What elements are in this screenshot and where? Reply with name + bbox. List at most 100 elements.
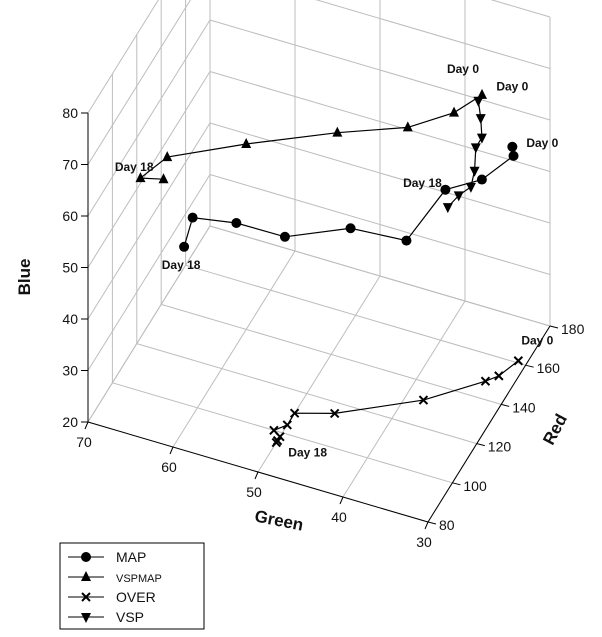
grid-line bbox=[209, 122, 551, 224]
series-vsp bbox=[442, 96, 487, 214]
tick-mark bbox=[169, 446, 174, 455]
tick-mark bbox=[501, 403, 510, 407]
tick-label: 60 bbox=[62, 208, 78, 224]
grid-line bbox=[161, 303, 502, 405]
tick-label: 60 bbox=[161, 459, 177, 475]
tick-label: 160 bbox=[537, 360, 561, 376]
legend-marker bbox=[81, 613, 91, 623]
data-point bbox=[477, 88, 487, 99]
data-point bbox=[162, 151, 173, 162]
legend-label: VSPMAP bbox=[116, 573, 162, 585]
tick-label: 120 bbox=[488, 439, 512, 455]
legend-marker bbox=[81, 592, 91, 602]
grid-line bbox=[87, 174, 211, 371]
data-point bbox=[418, 395, 429, 405]
data-point bbox=[401, 235, 412, 246]
tick-label: 70 bbox=[62, 157, 78, 173]
data-point bbox=[453, 191, 464, 202]
tick-mark bbox=[254, 471, 259, 480]
series-map bbox=[179, 141, 519, 252]
annotation-label: Day 18 bbox=[162, 258, 201, 272]
grid bbox=[87, 0, 551, 523]
grid-line bbox=[209, 19, 551, 121]
data-point bbox=[475, 114, 486, 125]
data-point bbox=[442, 203, 453, 214]
annotation-label: Day 0 bbox=[496, 80, 528, 94]
tick-label: 80 bbox=[62, 105, 78, 121]
series-layer bbox=[135, 88, 524, 448]
tick-mark bbox=[84, 421, 89, 430]
data-point bbox=[473, 96, 484, 107]
tick-label: 100 bbox=[463, 478, 487, 494]
axis-title-green: Green bbox=[253, 507, 305, 535]
data-point bbox=[329, 408, 340, 419]
axis-title-red: Red bbox=[539, 411, 571, 448]
data-point bbox=[241, 138, 252, 148]
legend-marker bbox=[81, 571, 91, 581]
data-point bbox=[279, 231, 290, 242]
data-point bbox=[476, 133, 487, 144]
tick-label: 50 bbox=[246, 484, 262, 500]
data-point bbox=[135, 172, 146, 183]
data-point bbox=[476, 174, 487, 185]
series-over bbox=[269, 356, 524, 448]
tick-mark bbox=[424, 521, 429, 530]
tick-label: 40 bbox=[331, 509, 347, 525]
data-point bbox=[469, 166, 480, 177]
data-point bbox=[513, 356, 524, 366]
annotation-label: Day 18 bbox=[288, 446, 327, 460]
legend-item-map: MAP bbox=[68, 549, 146, 565]
grid-line bbox=[209, 174, 551, 275]
data-point bbox=[402, 121, 413, 132]
grid-line bbox=[87, 0, 191, 165]
grid-line bbox=[136, 343, 477, 445]
data-point bbox=[289, 408, 300, 418]
grid-line bbox=[185, 264, 526, 366]
data-point bbox=[345, 223, 356, 234]
grid-line bbox=[315, 0, 551, 69]
data-point bbox=[480, 376, 491, 386]
data-point bbox=[332, 126, 343, 137]
grid-line bbox=[112, 382, 453, 484]
data-point bbox=[494, 371, 504, 381]
legend: MAP VSPMAP OVER VSP bbox=[59, 542, 205, 630]
grid-line bbox=[209, 225, 551, 327]
tick-label: 30 bbox=[62, 363, 78, 379]
legend-item-vsp: VSP bbox=[68, 609, 144, 625]
legend-label: VSP bbox=[116, 609, 144, 625]
series-line bbox=[183, 146, 515, 247]
tick-label: 30 bbox=[416, 534, 432, 550]
data-point bbox=[440, 184, 451, 195]
annotation-label: Day 0 bbox=[447, 62, 479, 76]
data-point bbox=[231, 218, 242, 229]
grid-line bbox=[490, 0, 551, 18]
grid-line bbox=[209, 71, 551, 172]
tick-label: 40 bbox=[62, 311, 78, 327]
annotations: Day 0 Day 0 Day 0 Day 0 Day 18 Day 18 Day 18 Da… bbox=[115, 62, 559, 460]
annotation-label: Day 0 bbox=[526, 136, 558, 150]
grid-line bbox=[87, 225, 211, 423]
data-point bbox=[282, 420, 292, 430]
tick-label: 80 bbox=[439, 517, 455, 533]
grid-line bbox=[87, 19, 211, 217]
legend-label: MAP bbox=[116, 549, 146, 565]
data-point bbox=[470, 143, 481, 154]
tick-mark bbox=[452, 482, 461, 486]
grid-line bbox=[87, 0, 159, 114]
annotation-label: Day 0 bbox=[521, 334, 553, 348]
grid-line bbox=[342, 300, 466, 498]
data-point bbox=[179, 241, 190, 252]
axis-title-blue: Blue bbox=[15, 259, 34, 296]
tick-mark bbox=[549, 325, 559, 329]
data-point bbox=[187, 212, 198, 223]
grid-line bbox=[87, 71, 211, 268]
data-point bbox=[465, 182, 476, 193]
grid-line bbox=[87, 122, 211, 320]
series-line bbox=[138, 94, 483, 180]
tick-label: 140 bbox=[512, 399, 536, 415]
series-vspmap bbox=[135, 88, 487, 184]
tick-label: 20 bbox=[62, 414, 78, 430]
tick-label: 70 bbox=[76, 434, 92, 450]
annotation-label: Day 18 bbox=[115, 160, 154, 174]
